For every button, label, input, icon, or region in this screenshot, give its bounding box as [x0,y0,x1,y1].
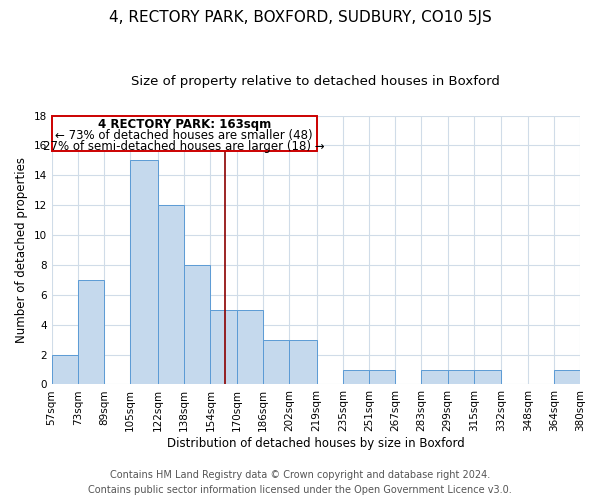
Text: 27% of semi-detached houses are larger (18) →: 27% of semi-detached houses are larger (… [43,140,325,153]
Bar [52,354,78,384]
Bar [580,370,600,384]
Bar [236,310,263,384]
Bar [421,370,448,384]
Bar [158,205,184,384]
Text: 4 RECTORY PARK: 163sqm: 4 RECTORY PARK: 163sqm [98,118,271,131]
Bar [263,340,289,384]
Bar [184,265,211,384]
Bar [343,370,369,384]
Bar [554,370,580,384]
Bar [130,160,158,384]
Title: Size of property relative to detached houses in Boxford: Size of property relative to detached ho… [131,75,500,88]
Bar [211,310,236,384]
Bar [369,370,395,384]
Bar [448,370,473,384]
X-axis label: Distribution of detached houses by size in Boxford: Distribution of detached houses by size … [167,437,465,450]
Text: ← 73% of detached houses are smaller (48): ← 73% of detached houses are smaller (48… [55,129,313,142]
FancyBboxPatch shape [52,116,317,150]
Bar [473,370,502,384]
Y-axis label: Number of detached properties: Number of detached properties [15,157,28,343]
Bar [289,340,317,384]
Text: Contains HM Land Registry data © Crown copyright and database right 2024.
Contai: Contains HM Land Registry data © Crown c… [88,470,512,495]
Text: 4, RECTORY PARK, BOXFORD, SUDBURY, CO10 5JS: 4, RECTORY PARK, BOXFORD, SUDBURY, CO10 … [109,10,491,25]
Bar [78,280,104,384]
